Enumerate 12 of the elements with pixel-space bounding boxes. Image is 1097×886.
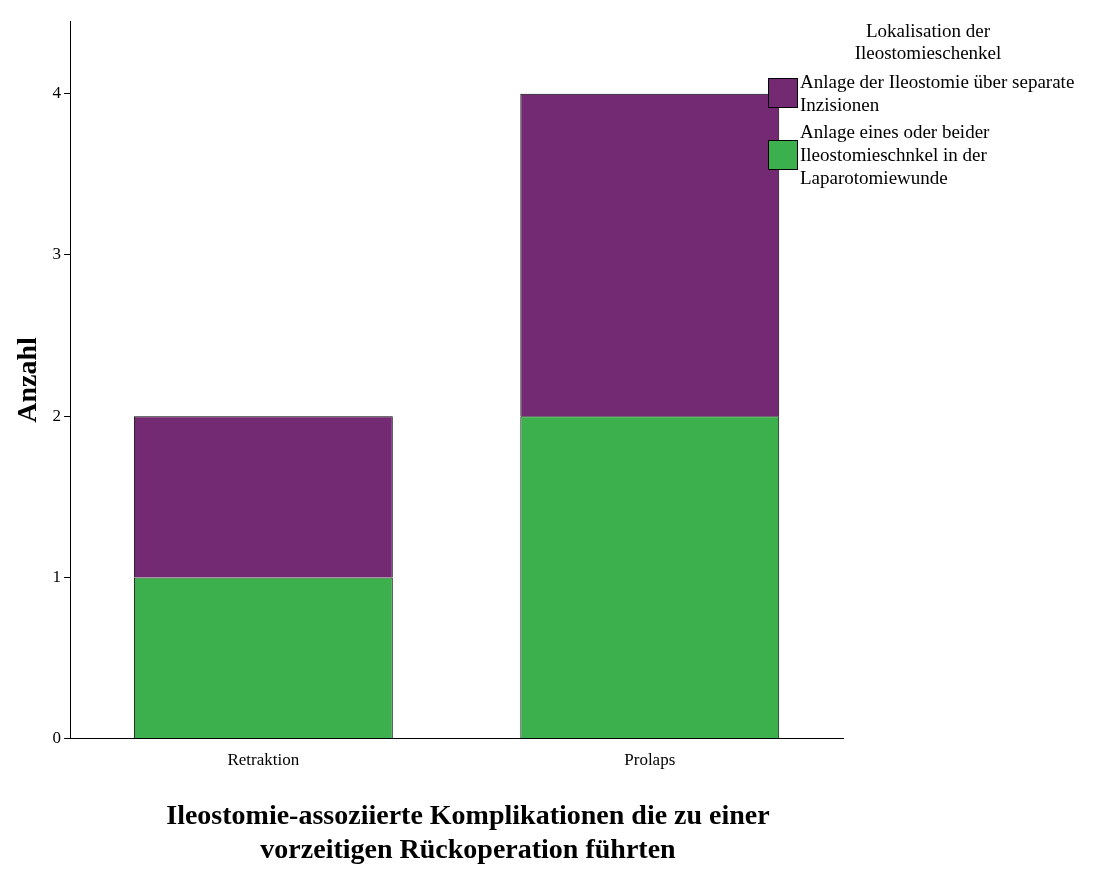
y-tick-label: 0 bbox=[52, 728, 62, 748]
y-tick-label: 3 bbox=[52, 244, 62, 264]
legend-label: Anlage der Ileostomie über separate Inzisionen bbox=[800, 70, 1076, 116]
legend-title: Lokalisation der Ileostomieschenkel bbox=[853, 20, 1003, 64]
y-tick-label: 2 bbox=[52, 405, 62, 425]
x-tick-label: Retraktion bbox=[227, 750, 300, 770]
y-tick-label: 1 bbox=[52, 566, 62, 586]
legend-label: Anlage eines oder beider Ileostomieschnkel in der Laparotomiewunde bbox=[800, 120, 991, 189]
y-axis-title: Anzahl bbox=[11, 336, 43, 423]
y-tick-label: 4 bbox=[52, 83, 62, 103]
x-axis-title: Ileostomie-assoziierte Komplikationen die zu einer vorzeitigen Rückoperation führten bbox=[165, 798, 771, 866]
x-tick-label: Prolaps bbox=[624, 750, 676, 770]
